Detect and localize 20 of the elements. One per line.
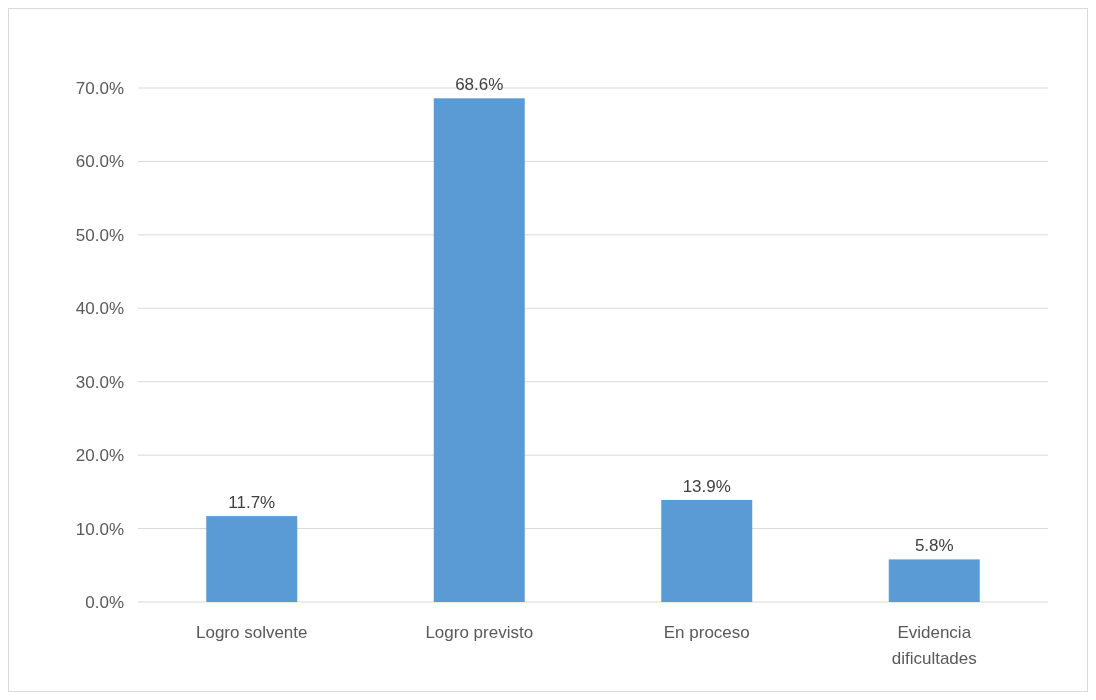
x-tick-label: Evidencia dificultades [891, 623, 977, 668]
x-tick-label: Logro previsto [425, 623, 534, 642]
data-label: 68.6% [455, 75, 504, 95]
y-tick-label: 60.0% [75, 152, 124, 172]
data-label: 11.7% [228, 493, 276, 513]
bar [661, 499, 753, 602]
y-tick-label: 70.0% [75, 78, 124, 98]
y-tick-label: 40.0% [75, 299, 124, 319]
bar [433, 98, 525, 602]
y-tick-label: 0.0% [85, 592, 124, 612]
data-label: 5.8% [914, 536, 954, 556]
x-tick-label: En proceso [663, 623, 750, 642]
y-tick-label: 10.0% [75, 519, 124, 539]
y-tick-label: 30.0% [75, 372, 124, 392]
x-tick-label: Logro solvente [195, 623, 308, 642]
bar [206, 516, 298, 602]
y-tick-label: 20.0% [75, 446, 124, 466]
data-label: 13.9% [682, 476, 731, 496]
bar [888, 559, 980, 602]
y-tick-label: 50.0% [75, 225, 124, 245]
